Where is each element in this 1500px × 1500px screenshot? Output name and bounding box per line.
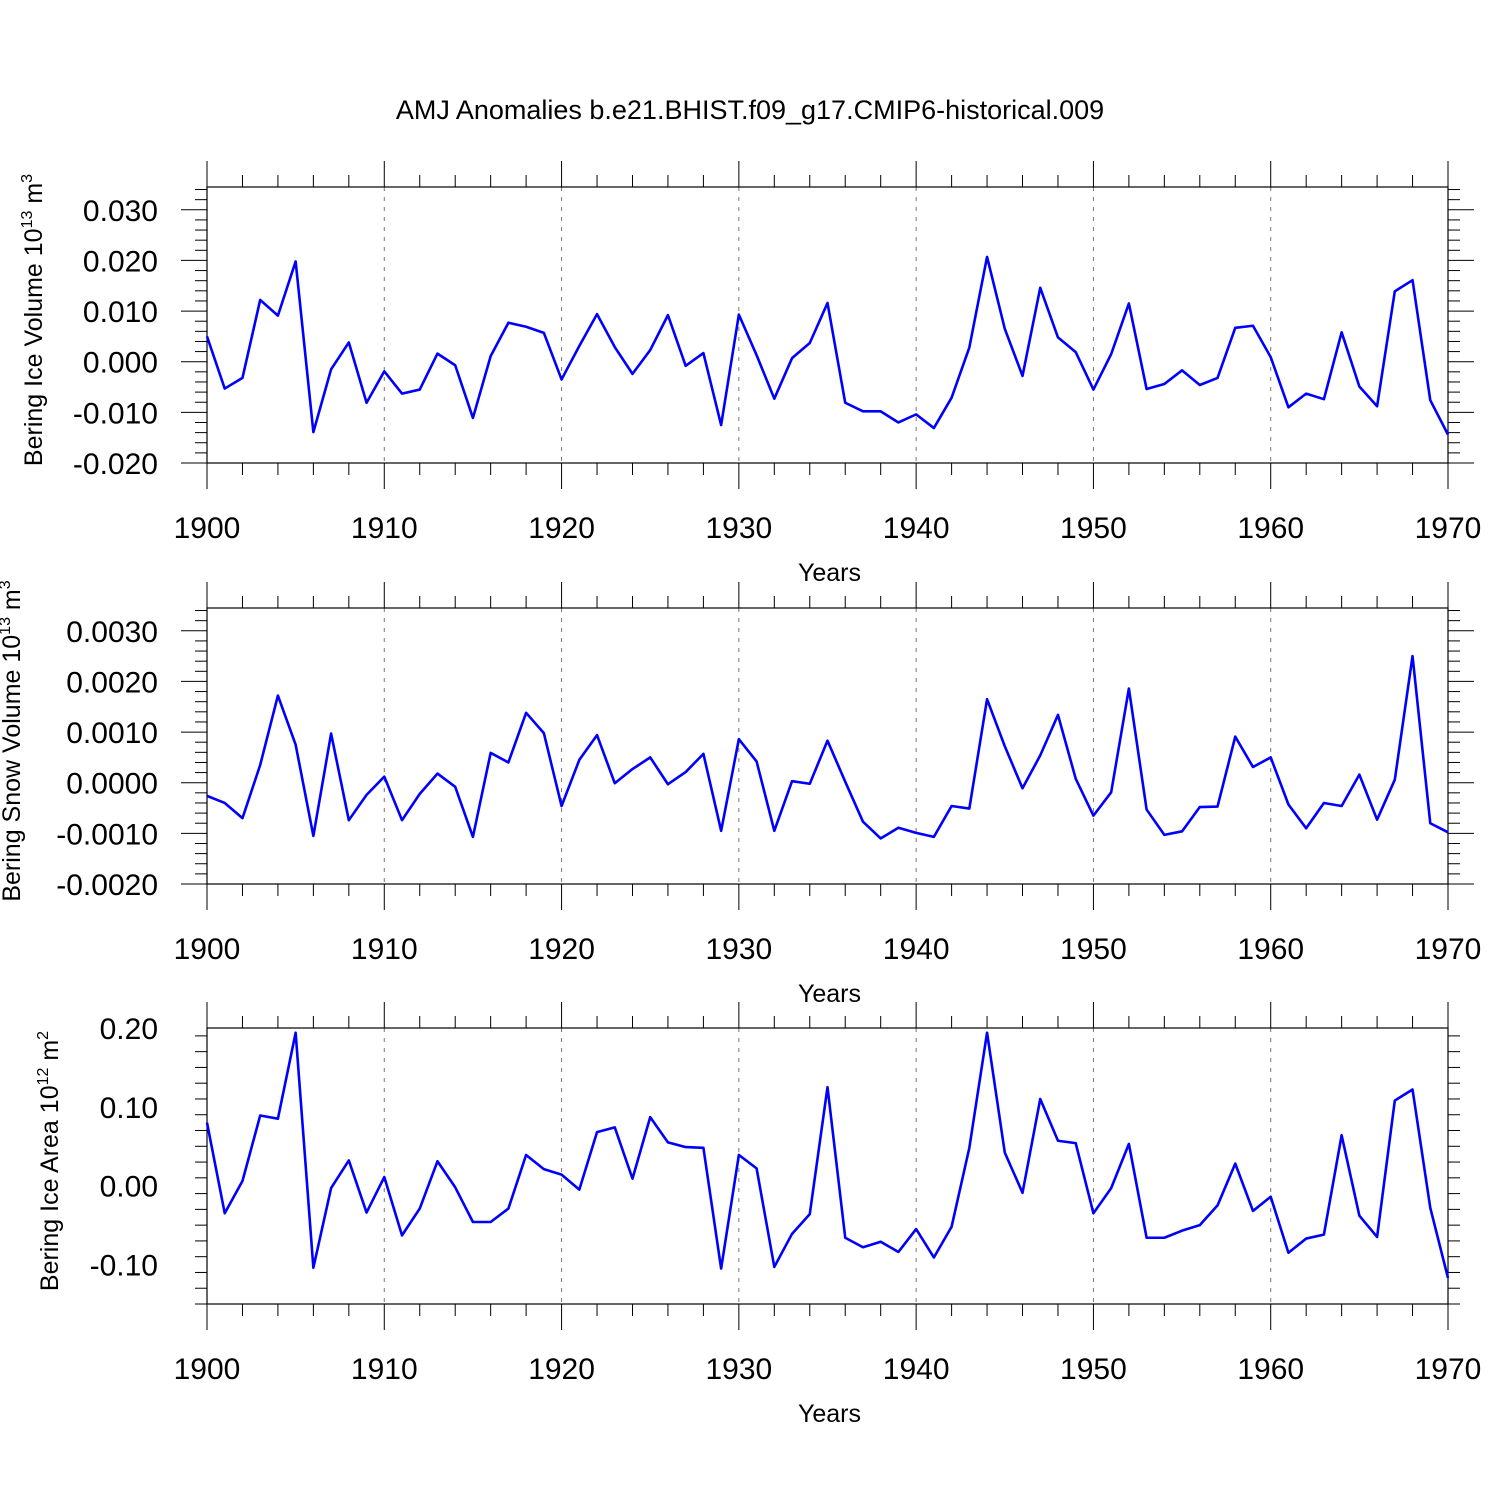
series-line [205, 255, 1450, 436]
y-tick-label: -0.10 [90, 1250, 158, 1283]
plot-frame [206, 607, 1449, 885]
plot-frame [206, 186, 1449, 464]
y-tick-label: 0.20 [100, 1013, 158, 1046]
x-tick-label: 1940 [883, 1353, 950, 1386]
x-tick-label: 1940 [883, 512, 950, 545]
panel-1: 1900 1910 1920 1930 1940 1950 1960 1970 Years -0.… [19, 161, 1481, 587]
y-tick-label: -0.020 [73, 448, 158, 481]
x-tick-label: 1960 [1237, 933, 1304, 966]
x-tick-label: 1950 [1060, 933, 1127, 966]
x-tick-label: 1910 [351, 1353, 418, 1386]
panel-2: 1900 1910 1920 1930 1940 1950 1960 1970 Years -0.… [0, 580, 1481, 1008]
y-tick-label: 0.020 [83, 245, 158, 278]
y-tick-label: -0.0020 [56, 869, 158, 902]
x-axis-title: Years [798, 1400, 861, 1428]
y-tick-label: 0.010 [83, 296, 158, 329]
x-tick-label: 1900 [174, 1353, 241, 1386]
x-tick-label: 1940 [883, 933, 950, 966]
x-tick-label: 1950 [1060, 512, 1127, 545]
x-tick-label: 1930 [705, 512, 772, 545]
y-tick-label: -0.010 [73, 397, 158, 430]
x-tick-label: 1970 [1415, 1353, 1482, 1386]
x-tick-label: 1910 [351, 512, 418, 545]
y-tick-label: 0.030 [83, 195, 158, 228]
y-tick-label: 0.0010 [66, 717, 158, 750]
y-tick-label: -0.0010 [56, 818, 158, 851]
x-axis-title: Years [798, 559, 861, 587]
y-tick-label: 0.0020 [66, 666, 158, 699]
panel-3: 1900 1910 1920 1930 1940 1950 1960 1970 Years -0.… [35, 1002, 1481, 1428]
y-axis-title: Bering Ice Area 1012 m2 [35, 1031, 64, 1291]
x-tick-label: 1900 [174, 512, 241, 545]
x-tick-label: 1960 [1237, 512, 1304, 545]
series-line [206, 654, 1449, 840]
x-tick-label: 1970 [1415, 512, 1482, 545]
x-tick-label: 1930 [705, 933, 772, 966]
y-tick-label: 0.00 [100, 1171, 158, 1204]
x-axis-title: Years [798, 980, 861, 1008]
y-axis-title: Bering Ice Volume 1013 m3 [19, 174, 48, 466]
y-tick-label: 0.0000 [66, 768, 158, 801]
y-axis-title: Bering Snow Volume 1013 m3 [0, 580, 26, 901]
x-tick-label: 1920 [528, 512, 595, 545]
x-tick-label: 1920 [528, 933, 595, 966]
y-tick-label: 0.0030 [66, 616, 158, 649]
y-tick-label: 0.10 [100, 1092, 158, 1125]
chart-title: AMJ Anomalies b.e21.BHIST.f09_g17.CMIP6-… [395, 95, 1105, 125]
x-tick-label: 1910 [351, 933, 418, 966]
x-tick-label: 1950 [1060, 1353, 1127, 1386]
x-tick-label: 1970 [1415, 933, 1482, 966]
x-tick-label: 1930 [705, 1353, 772, 1386]
x-tick-label: 1960 [1237, 1353, 1304, 1386]
plot-frame [206, 1027, 1449, 1305]
x-tick-label: 1920 [528, 1353, 595, 1386]
series-line [205, 1031, 1450, 1279]
x-tick-label: 1900 [174, 933, 241, 966]
y-tick-label: 0.000 [83, 347, 158, 380]
